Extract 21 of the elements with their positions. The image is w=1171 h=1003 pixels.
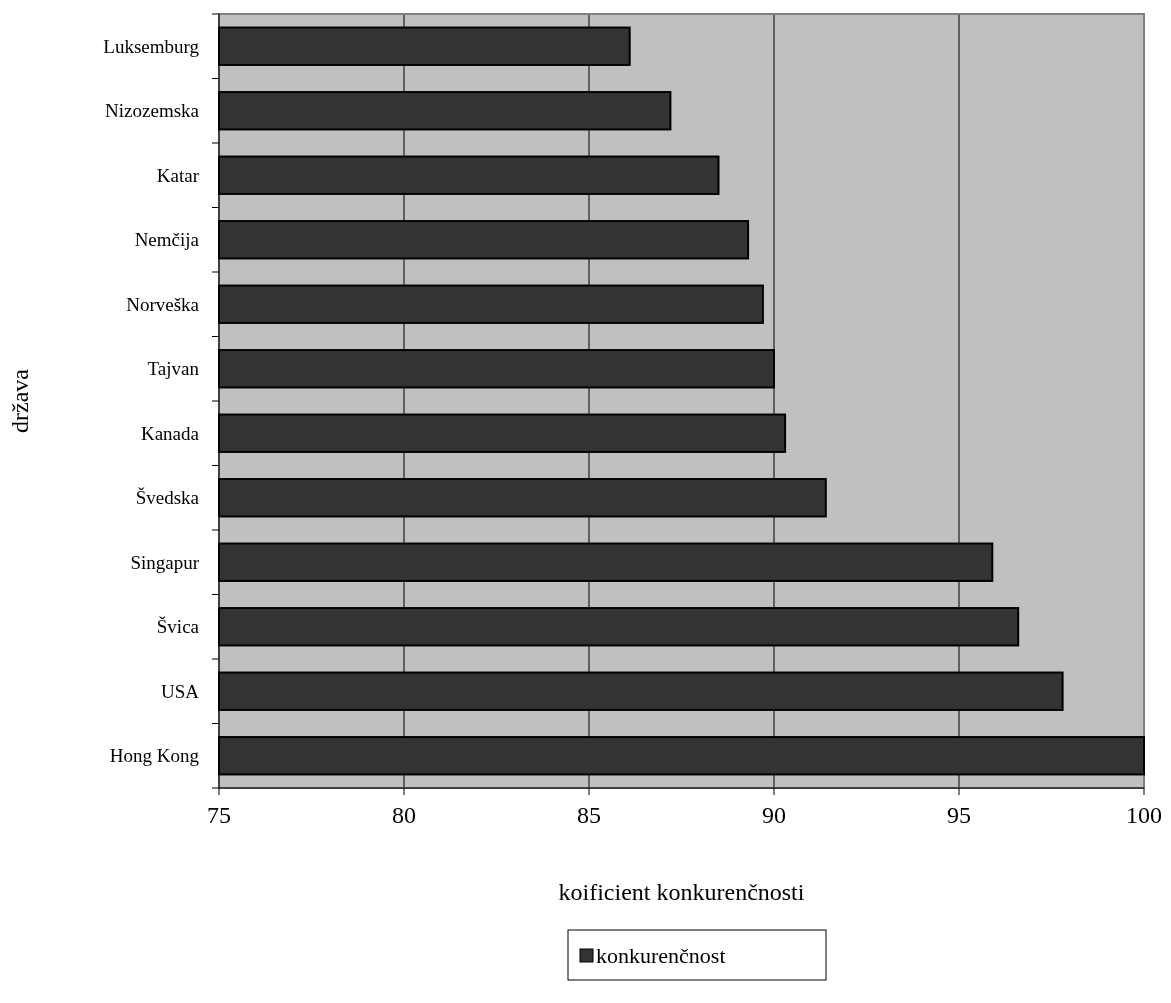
y-tick-label: Norveška bbox=[126, 293, 200, 315]
y-tick-label: Hong Kong bbox=[109, 745, 200, 767]
y-tick-label: Nemčija bbox=[134, 229, 200, 251]
y-tick-label: USA bbox=[160, 680, 200, 702]
x-tick-label: 95 bbox=[947, 802, 971, 828]
y-tick-label: Švica bbox=[156, 616, 200, 638]
x-tick-label: 100 bbox=[1126, 802, 1162, 828]
y-tick-label: Kanada bbox=[140, 422, 200, 444]
y-tick-label: Luksemburg bbox=[103, 35, 200, 57]
x-tick-label: 80 bbox=[392, 802, 416, 828]
x-axis-title: koificient konkurenčnosti bbox=[558, 879, 805, 905]
y-tick-label: Singapur bbox=[130, 551, 200, 573]
y-tick-label: Nizozemska bbox=[105, 100, 200, 122]
x-tick-label: 75 bbox=[207, 802, 231, 828]
y-tick-label: Katar bbox=[156, 164, 200, 186]
x-tick-label: 90 bbox=[762, 802, 786, 828]
legend-label: konkurenčnost bbox=[596, 943, 726, 968]
y-axis-title: država bbox=[7, 368, 33, 433]
y-tick-label: Tajvan bbox=[147, 358, 200, 380]
x-tick-label: 85 bbox=[577, 802, 601, 828]
y-tick-label: Švedska bbox=[135, 487, 200, 509]
